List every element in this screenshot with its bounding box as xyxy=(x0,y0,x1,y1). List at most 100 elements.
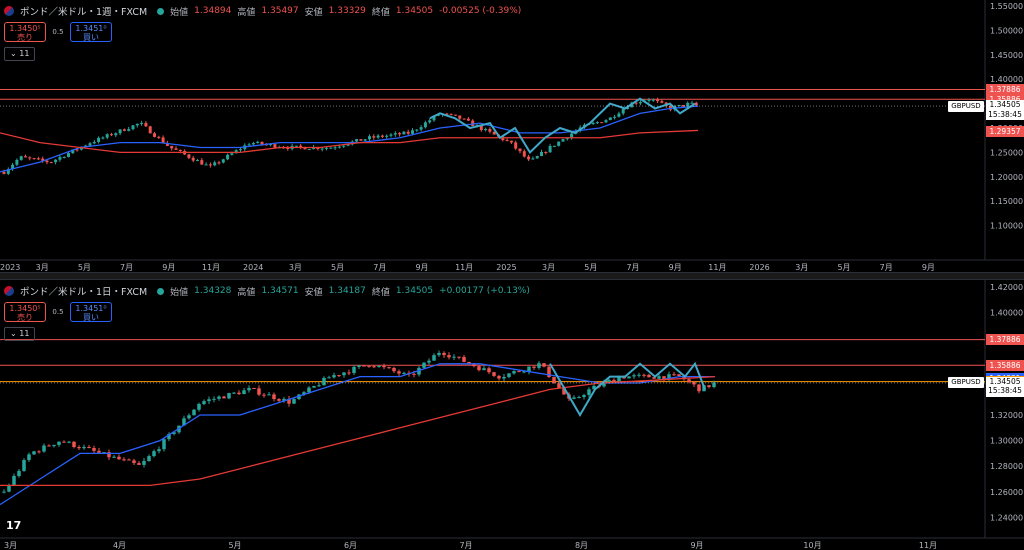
buy-button[interactable]: 1.3451⁰ 買い xyxy=(70,302,112,322)
candle-body xyxy=(15,159,19,165)
daily-chart-pane[interactable]: 1.420001.400001.380001.360001.340001.320… xyxy=(0,280,1024,550)
change-value: +0.00177 (+0.13%) xyxy=(439,286,530,296)
candle-body xyxy=(686,102,690,107)
candle-body xyxy=(627,376,631,379)
candle-body xyxy=(197,403,201,410)
candle-body xyxy=(170,145,174,149)
candle-body xyxy=(307,387,311,393)
weekly-chart-pane[interactable]: 1.550001.500001.450001.400001.350001.300… xyxy=(0,0,1024,272)
tradingview-logo-icon[interactable]: 17 xyxy=(6,519,22,532)
time-axis-label: 3月 xyxy=(289,263,302,272)
low-label: 安値 xyxy=(304,7,323,18)
indicator-count: 11 xyxy=(19,49,30,58)
candle-body xyxy=(447,355,451,358)
candle-body xyxy=(161,137,165,143)
candle-body xyxy=(346,144,350,146)
candle-body xyxy=(226,154,230,160)
candle-body xyxy=(286,147,290,149)
candle-body xyxy=(638,102,642,104)
candle-body xyxy=(52,444,56,447)
candle-body xyxy=(212,398,216,400)
candle-body xyxy=(182,418,186,426)
sell-button[interactable]: 1.3450⁵ 売り xyxy=(4,22,46,42)
candle-body xyxy=(324,147,329,149)
buy-button[interactable]: 1.3451⁰ 買い xyxy=(70,22,112,42)
candle-body xyxy=(427,360,431,363)
buy-price: 1.3451⁰ xyxy=(75,24,107,33)
candle-body xyxy=(682,375,686,380)
chart-title[interactable]: ポンド／米ドル・1日・FXCM xyxy=(20,287,148,298)
candle-body xyxy=(342,372,346,376)
candle-body xyxy=(672,374,676,376)
candle-body xyxy=(242,390,246,395)
candle-body xyxy=(662,376,666,380)
weekly-chart-canvas[interactable]: 1.550001.500001.450001.400001.350001.300… xyxy=(0,0,1024,272)
time-axis-label: 9月 xyxy=(922,263,935,272)
candle-body xyxy=(532,366,536,368)
candle-body xyxy=(260,141,264,145)
candle-body xyxy=(572,397,576,399)
pane-divider[interactable] xyxy=(0,272,1024,280)
candle-body xyxy=(562,388,566,395)
time-axis-label: 6月 xyxy=(344,541,357,550)
candle-body xyxy=(322,377,326,386)
candle-body xyxy=(357,365,361,367)
candle-body xyxy=(419,127,423,130)
candle-body xyxy=(376,135,380,138)
time-axis-label: 9月 xyxy=(669,263,682,272)
candle-body xyxy=(2,491,6,493)
candle-body xyxy=(157,449,161,452)
weekly-trade-buttons: 1.3450⁵ 売り 0.5 1.3451⁰ 買い xyxy=(4,22,112,42)
candle-body xyxy=(668,105,673,110)
last-price-box: 1.34505 15:38:45 xyxy=(986,100,1024,120)
price-axis-label: 1.24000 xyxy=(990,513,1023,522)
time-axis-label: 2023 xyxy=(0,263,20,272)
candle-body xyxy=(221,159,225,163)
candle-body xyxy=(118,129,122,134)
candle-body xyxy=(518,148,522,152)
price-axis-label: 1.45000 xyxy=(990,51,1023,60)
candle-body xyxy=(27,454,31,461)
candle-body xyxy=(512,371,516,374)
candle-body xyxy=(277,399,281,401)
candle-body xyxy=(479,125,483,131)
candle-body xyxy=(273,144,277,148)
price-axis-label: 1.25000 xyxy=(990,148,1023,157)
candle-body xyxy=(222,396,226,399)
candle-body xyxy=(707,385,711,388)
price-axis-label: 1.10000 xyxy=(990,222,1023,231)
candle-body xyxy=(195,160,200,162)
candle-body xyxy=(612,379,616,382)
candle-body xyxy=(178,149,182,151)
sell-button[interactable]: 1.3450⁵ 売り xyxy=(4,302,46,322)
indicator-collapse-button[interactable]: ⌄ 11 xyxy=(4,47,36,61)
daily-trade-buttons: 1.3450⁵ 売り 0.5 1.3451⁰ 買い xyxy=(4,302,112,322)
time-axis-label: 7月 xyxy=(880,263,893,272)
candle-body xyxy=(58,157,62,160)
candle-body xyxy=(458,115,462,119)
price-axis-label: 1.55000 xyxy=(990,2,1023,11)
indicator-collapse-button[interactable]: ⌄ 11 xyxy=(4,327,36,341)
candle-body xyxy=(613,116,617,118)
candle-body xyxy=(522,151,526,157)
candle-body xyxy=(267,394,271,396)
price-axis-label: 1.28000 xyxy=(990,462,1023,471)
candle-body xyxy=(87,446,91,449)
candle-body xyxy=(167,433,171,440)
chart-title[interactable]: ポンド／米ドル・1週・FXCM xyxy=(20,7,148,18)
candle-body xyxy=(552,377,556,384)
daily-chart-canvas[interactable]: 1.420001.400001.380001.360001.340001.320… xyxy=(0,280,1024,550)
price-tag: 1.29357 xyxy=(986,125,1024,137)
candle-body xyxy=(66,153,71,157)
candle-body xyxy=(527,366,531,372)
last-price: 1.34505 xyxy=(989,100,1021,109)
candle-body xyxy=(92,448,96,451)
candle-body xyxy=(497,375,501,379)
close-value: 1.34505 xyxy=(395,286,434,296)
time-axis-label: 5月 xyxy=(228,541,241,550)
candle-body xyxy=(302,392,306,395)
candle-body xyxy=(492,131,496,135)
candle-body xyxy=(604,120,608,123)
candle-body xyxy=(237,392,241,395)
candle-body xyxy=(697,384,701,392)
